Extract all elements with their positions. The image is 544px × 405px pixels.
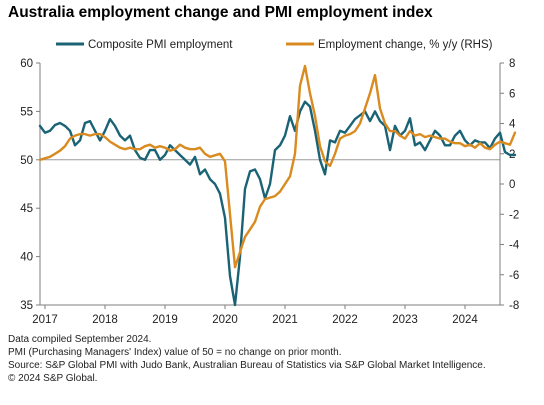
series-line-pmi xyxy=(38,100,517,307)
right-axis-tick-label: 6 xyxy=(509,88,515,100)
legend-label-employment: Employment change, % y/y (RHS) xyxy=(318,39,493,51)
right-axis-tick-label: -8 xyxy=(509,300,519,312)
left-axis-tick-label: 60 xyxy=(20,58,33,70)
left-axis-tick-label: 55 xyxy=(20,106,33,118)
x-axis-tick-label: 2020 xyxy=(212,314,238,326)
right-axis-tick-label: 0 xyxy=(509,179,515,191)
x-axis-tick-label: 2017 xyxy=(32,314,58,326)
note-copyright: © 2024 S&P Global. xyxy=(8,373,98,384)
x-axis-tick-label: 2022 xyxy=(332,314,358,326)
x-axis-tick-label: 2024 xyxy=(452,314,478,326)
note-compiled: Data compiled September 2024. xyxy=(8,334,152,345)
series-layer xyxy=(38,64,517,307)
series-line-employment xyxy=(38,64,517,269)
legend: Composite PMI employment Employment chan… xyxy=(56,39,493,51)
x-axis-tick-label: 2023 xyxy=(392,314,418,326)
note-source: Source: S&P Global PMI with Judo Bank, A… xyxy=(8,360,486,371)
right-axis-tick-label: 4 xyxy=(509,119,516,131)
left-axis-ticks: 35 40 45 50 55 60 xyxy=(20,58,40,312)
left-axis-tick-label: 35 xyxy=(20,300,33,312)
x-axis-tick-label: 2021 xyxy=(272,314,298,326)
note-pmi-definition: PMI (Purchasing Managers' Index) value o… xyxy=(8,347,342,358)
x-axis-ticks: 2017 2018 2019 2020 2021 2022 2023 2024 xyxy=(32,305,478,326)
left-axis-tick-label: 50 xyxy=(20,155,33,167)
chart-title: Australia employment change and PMI empl… xyxy=(8,4,433,21)
left-axis-tick-label: 45 xyxy=(20,203,33,215)
x-axis-tick-label: 2018 xyxy=(92,314,118,326)
legend-label-pmi: Composite PMI employment xyxy=(88,39,233,51)
x-axis-tick-label: 2019 xyxy=(152,314,178,326)
right-axis-tick-label: -2 xyxy=(509,209,519,221)
right-axis-tick-label: 8 xyxy=(509,58,515,70)
left-axis-tick-label: 40 xyxy=(20,252,33,264)
right-axis-tick-label: -6 xyxy=(509,270,519,282)
right-axis-tick-label: -4 xyxy=(509,240,520,252)
